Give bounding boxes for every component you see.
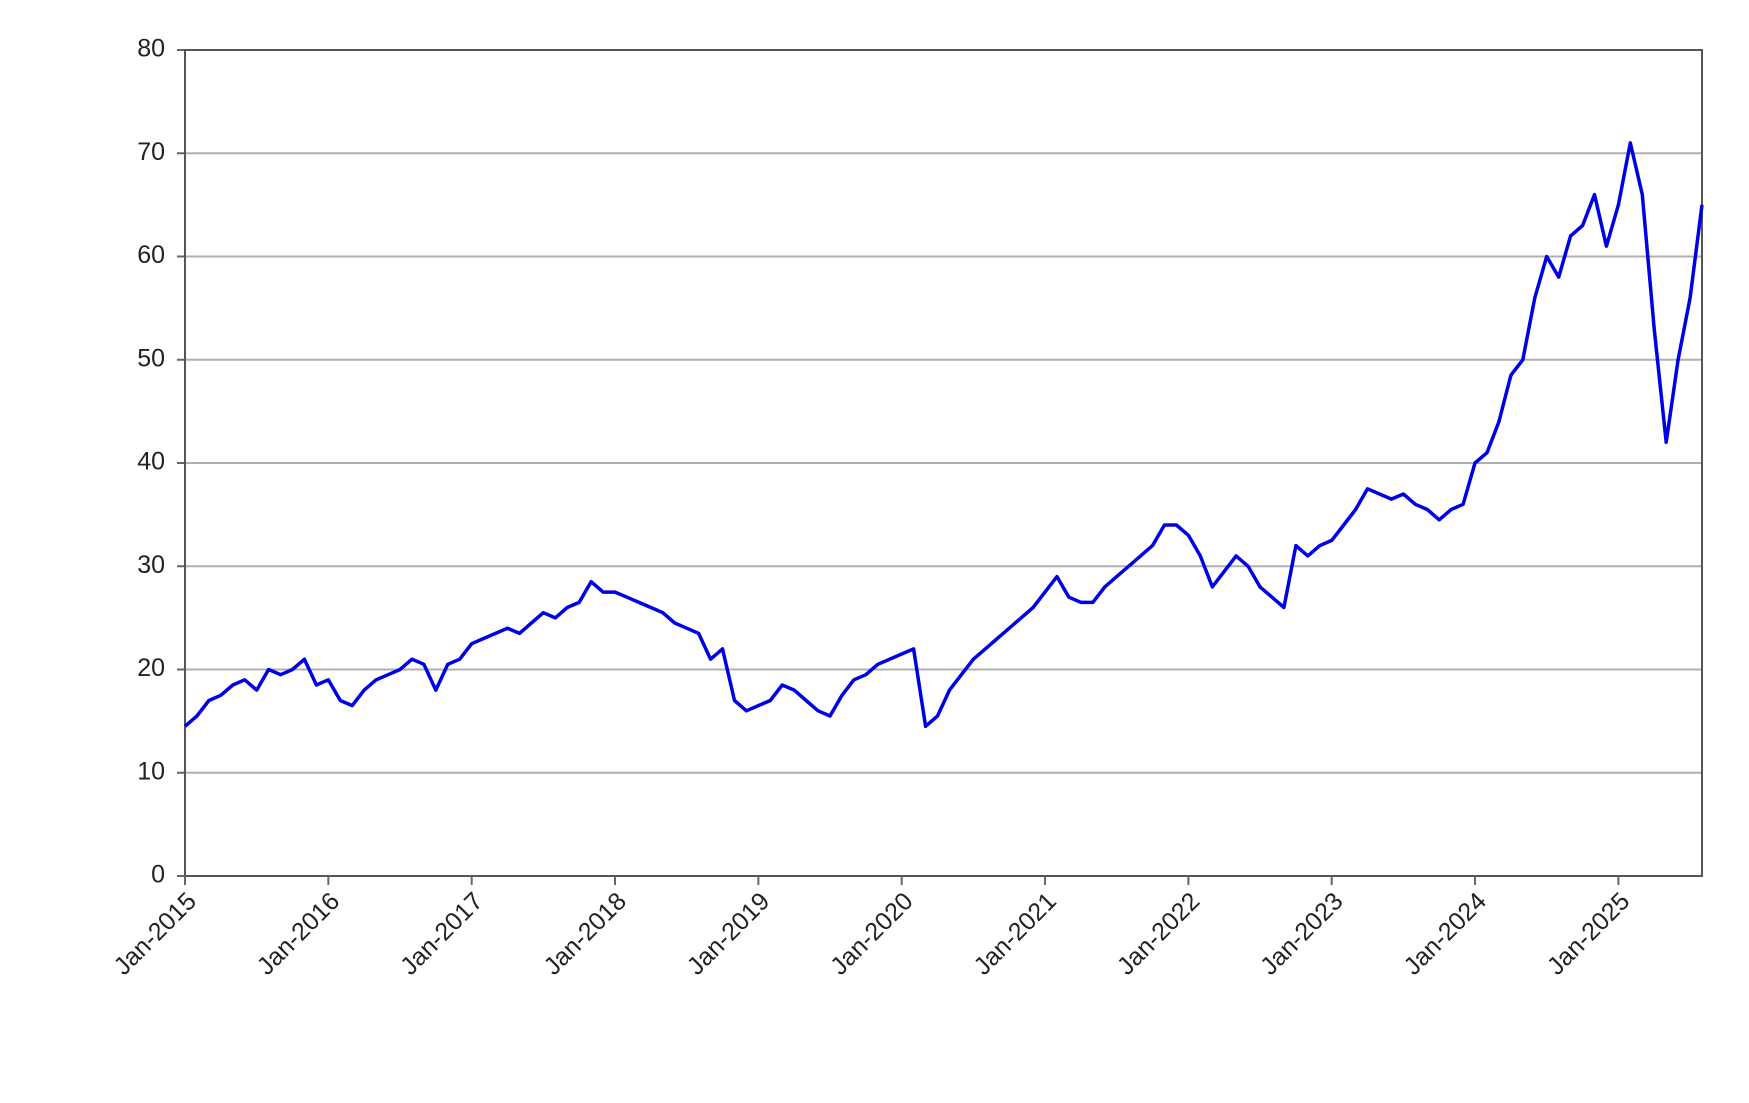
x-tick-label: Jan-2019	[682, 887, 776, 981]
x-tick-label: Jan-2015	[108, 887, 202, 981]
data-line	[183, 141, 1704, 729]
x-tick-label: Jan-2021	[968, 887, 1062, 981]
x-tick-label: Jan-2017	[395, 887, 489, 981]
x-tick-label: Jan-2022	[1112, 887, 1206, 981]
x-tick-label: Jan-2018	[538, 887, 632, 981]
x-tick-label: Jan-2020	[825, 887, 919, 981]
plot-border	[184, 49, 1703, 877]
y-tick-label: 40	[137, 448, 165, 476]
y-tick-label: 80	[137, 35, 165, 63]
y-tick-label: 30	[137, 551, 165, 579]
x-tick-label: Jan-2023	[1255, 887, 1349, 981]
x-tick-label: Jan-2016	[252, 887, 346, 981]
y-tick-label: 70	[137, 138, 165, 166]
x-tick-label: Jan-2024	[1398, 887, 1492, 981]
y-tick-label: 50	[137, 344, 165, 372]
y-tick-label: 10	[137, 757, 165, 785]
y-tick-label: 20	[137, 654, 165, 682]
y-tick-label: 0	[151, 861, 165, 889]
y-tick-label: 60	[137, 241, 165, 269]
x-tick-label: Jan-2025	[1542, 887, 1636, 981]
